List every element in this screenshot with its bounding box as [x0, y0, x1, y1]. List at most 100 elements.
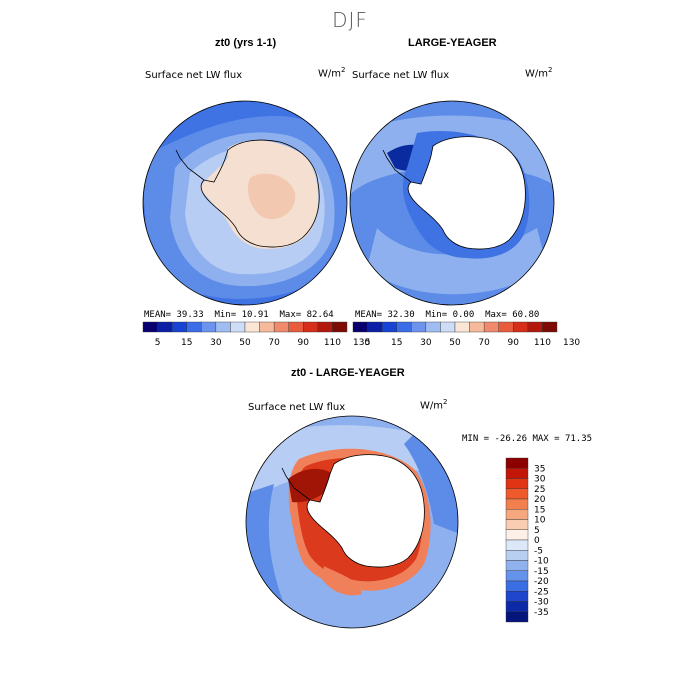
colorbar-swatch [505, 509, 529, 520]
antarctica-landmask [306, 454, 425, 568]
colorbar-swatch [230, 321, 246, 333]
colorbar-swatch [505, 591, 529, 602]
colorbar-tick-label: -10 [534, 557, 549, 567]
colorbar-swatch [244, 321, 260, 333]
map-border [349, 100, 555, 306]
colorbar-swatch [498, 321, 514, 333]
colorbar-swatch [352, 321, 368, 333]
colorbar-swatch [505, 570, 529, 582]
colorbar-swatch [303, 321, 319, 333]
colorbar-tick-label: 50 [239, 338, 251, 348]
colorbar-tick-label: 110 [534, 338, 551, 348]
colorbar-swatch [396, 321, 412, 333]
colorbar-swatch [513, 321, 529, 333]
colorbar-tick-label: 15 [534, 505, 545, 515]
colorbar-swatch [469, 321, 485, 333]
colorbar-swatch [201, 321, 217, 333]
panel-1-title: zt0 (yrs 1-1) [215, 37, 277, 49]
colorbar-tick-label: 20 [534, 495, 546, 505]
colorbar-swatch [483, 321, 499, 333]
colorbar-tick-label: 5 [155, 338, 161, 348]
colorbar-swatch [425, 321, 441, 333]
colorbar-tick-label: 35 [534, 464, 545, 474]
figure-title: DJF [332, 8, 368, 32]
colorbar-swatch [454, 321, 470, 333]
colorbar-tick-label: -30 [534, 598, 549, 608]
colorbar-swatch [157, 321, 173, 333]
colorbar-swatch [505, 560, 529, 571]
panel-2-stats: MEAN= 32.30 Min= 0.00 Max= 60.80 [355, 310, 540, 320]
colorbar-swatch [505, 601, 529, 612]
panel-2-colorbar: 5 15 30 50 70 90 110 130 [352, 321, 580, 348]
colorbar-swatch [505, 498, 529, 510]
colorbar-swatch [273, 321, 289, 333]
panel-3-units: W/m2 [420, 398, 448, 412]
colorbar-swatch [367, 321, 383, 333]
colorbar-tick-label: 15 [181, 338, 192, 348]
colorbar-swatch [505, 539, 529, 551]
ice-interior-band [247, 173, 296, 220]
warm-plume [322, 566, 362, 596]
panel-2-field-label: Surface net LW flux [352, 70, 450, 81]
colorbar-swatch [332, 321, 348, 333]
map-border [245, 415, 459, 629]
panel-3-map [245, 415, 459, 629]
panel-3-field-label: Surface net LW flux [248, 402, 346, 413]
colorbar-swatch [186, 321, 202, 333]
colorbar-swatch [259, 321, 275, 333]
colorbar-swatch [527, 321, 543, 333]
colorbar-swatch [317, 321, 333, 333]
colorbar-tick-label: 130 [563, 338, 580, 348]
panel-1-field-label: Surface net LW flux [145, 70, 243, 81]
colorbar-tick-label: -15 [534, 567, 549, 577]
colorbar-tick-label: 10 [534, 516, 546, 526]
panel-2-title: LARGE-YEAGER [408, 37, 497, 49]
panel-1-map [142, 100, 348, 306]
colorbar-swatch [505, 457, 529, 469]
colorbar-swatch [381, 321, 397, 333]
panel-3-minmax: MIN = -26.26 MAX = 71.35 [462, 434, 593, 444]
panel-1-units: W/m2 [318, 66, 346, 80]
colorbar-tick-label: 15 [391, 338, 402, 348]
colorbar-swatch [505, 488, 529, 500]
panel-2-map [349, 100, 555, 306]
colorbar-swatch [411, 321, 427, 333]
ocean-band-east [404, 434, 458, 534]
colorbar-swatch [440, 321, 456, 333]
colorbar-tick-label: 30 [420, 338, 432, 348]
panel-3-title: zt0 - LARGE-YEAGER [291, 367, 405, 379]
colorbar-swatch [505, 611, 529, 623]
warm-anomaly-max [288, 468, 336, 503]
peninsula-coastline [175, 149, 205, 181]
colorbar-tick-label: 130 [353, 338, 370, 348]
colorbar-swatch [505, 468, 529, 479]
colorbar-swatch [171, 321, 187, 333]
colorbar-tick-label: -35 [534, 608, 549, 618]
colorbar-tick-label: -25 [534, 587, 549, 597]
colorbar-tick-label: 5 [534, 526, 540, 536]
colorbar-swatch [288, 321, 304, 333]
colorbar-swatch [215, 321, 231, 333]
colorbar-tick-label: 90 [508, 338, 520, 348]
colorbar-swatch [505, 580, 529, 592]
antarctica-landmask [407, 136, 526, 250]
coastline [200, 139, 320, 248]
colorbar-tick-label: 50 [449, 338, 461, 348]
panel-2-units: W/m2 [525, 66, 553, 80]
colorbar-swatch [142, 321, 158, 333]
colorbar-swatch [505, 529, 529, 541]
colorbar-tick-label: 25 [534, 485, 545, 495]
colorbar-tick-label: 110 [324, 338, 341, 348]
peninsula-coastline [281, 467, 311, 501]
colorbar-tick-label: 30 [534, 475, 546, 485]
map-border [142, 100, 348, 306]
colorbar-tick-label: 0 [534, 536, 540, 546]
colorbar-tick-label: -20 [534, 577, 549, 587]
colorbar-swatch [505, 478, 529, 489]
peninsula-coastline [382, 149, 412, 183]
colorbar-tick-label: 70 [478, 338, 490, 348]
colorbar-tick-label: 90 [298, 338, 310, 348]
colorbar-tick-label: 30 [210, 338, 222, 348]
